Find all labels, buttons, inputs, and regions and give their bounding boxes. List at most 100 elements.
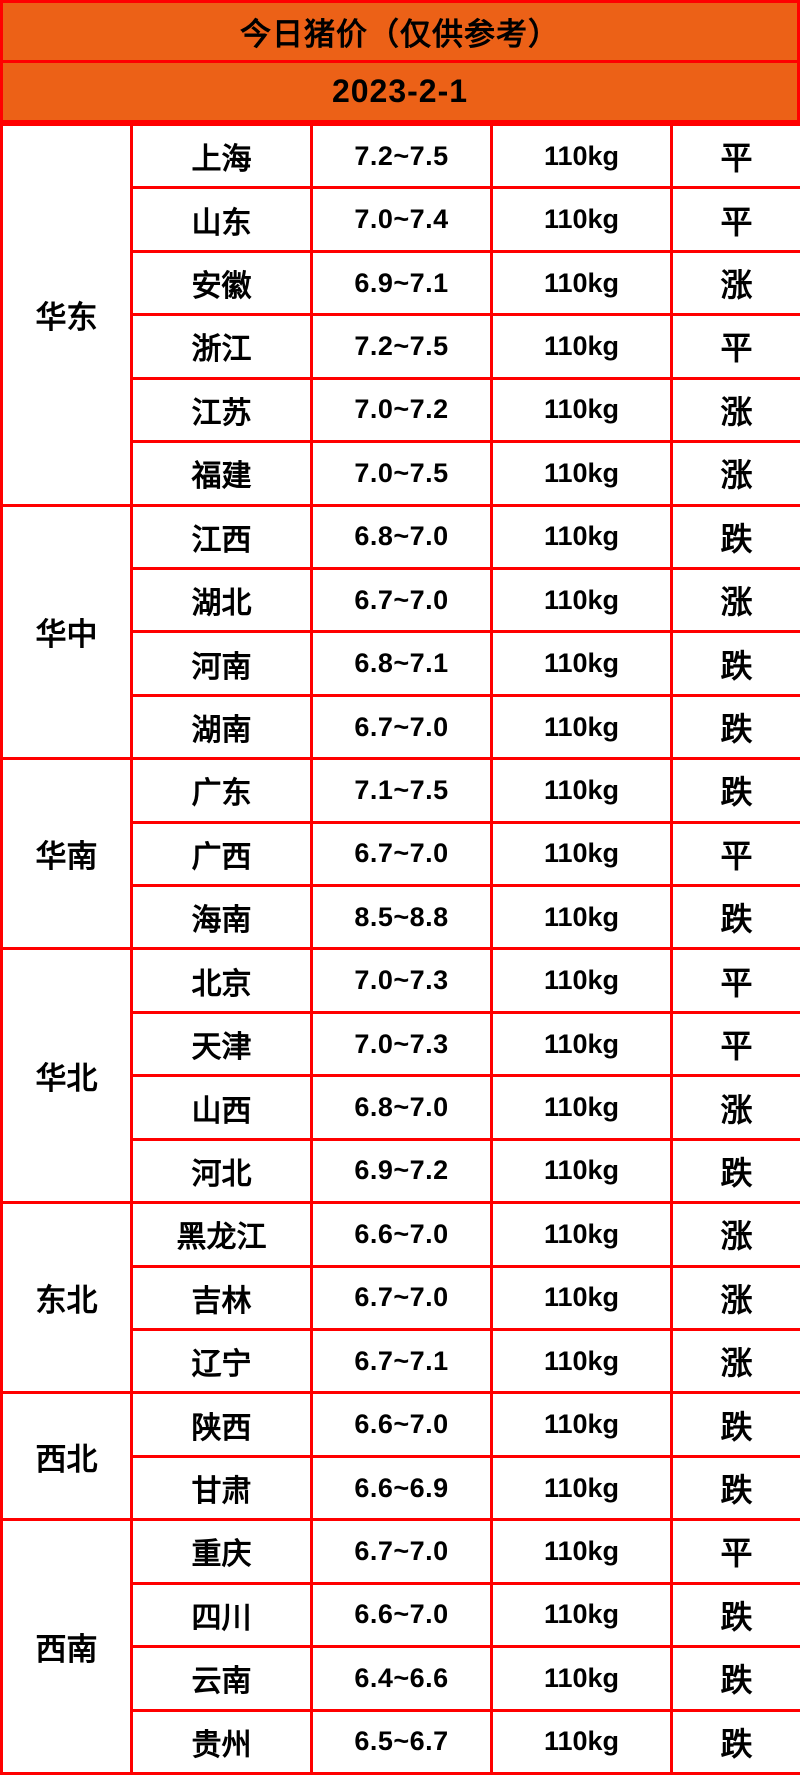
trend-cell: 跌	[670, 1454, 800, 1522]
table-row: 华北 北京 7.0~7.3 110kg 平	[0, 947, 800, 1205]
province-cell: 山东	[130, 186, 313, 253]
province-cell: 浙江	[130, 313, 313, 380]
table-row: 天津 7.0~7.3 110kg 平	[2, 1010, 800, 1078]
price-cell: 6.8~7.0	[310, 503, 493, 570]
province-cell: 河北	[130, 1137, 313, 1205]
table-row: 华南 广东 7.1~7.5 110kg 跌	[0, 757, 800, 951]
trend-cell: 平	[670, 1010, 800, 1078]
table-row: 吉林 6.7~7.0 110kg 涨	[2, 1264, 800, 1332]
trend-cell: 涨	[670, 249, 800, 317]
province-cell: 吉林	[130, 1264, 313, 1332]
price-cell: 6.6~7.0	[310, 1581, 493, 1649]
trend-cell: 涨	[670, 376, 800, 444]
table-row: 西南 重庆 6.7~7.0 110kg 平	[0, 1518, 800, 1775]
weight-cell: 110kg	[490, 630, 673, 697]
trend-cell: 涨	[670, 1264, 800, 1332]
price-cell: 6.7~7.0	[310, 1518, 493, 1585]
province-cell: 福建	[130, 440, 313, 507]
region-cell: 华南	[0, 757, 133, 951]
province-cell: 湖南	[130, 693, 313, 761]
trend-cell: 跌	[670, 503, 800, 570]
weight-cell: 110kg	[490, 249, 673, 317]
table-row: 江苏 7.0~7.2 110kg 涨	[2, 376, 800, 444]
weight-cell: 110kg	[490, 1454, 673, 1522]
price-cell: 6.9~7.1	[310, 249, 493, 317]
trend-cell: 平	[670, 186, 800, 253]
table-row: 湖北 6.7~7.0 110kg 涨	[2, 566, 800, 634]
region-cell: 华东	[0, 123, 133, 507]
price-cell: 7.0~7.3	[310, 1010, 493, 1078]
weight-cell: 110kg	[490, 1328, 673, 1395]
table-row: 河北 6.9~7.2 110kg 跌	[2, 1137, 800, 1205]
weight-cell: 110kg	[490, 1518, 673, 1585]
trend-cell: 平	[670, 1518, 800, 1585]
price-cell: 6.7~7.0	[310, 820, 493, 888]
province-cell: 陕西	[130, 1391, 313, 1458]
province-cell: 安徽	[130, 249, 313, 317]
weight-cell: 110kg	[490, 1201, 673, 1268]
table-row: 福建 7.0~7.5 110kg 涨	[2, 440, 800, 507]
price-cell: 6.6~7.0	[310, 1391, 493, 1458]
price-cell: 7.2~7.5	[310, 313, 493, 380]
weight-cell: 110kg	[490, 376, 673, 444]
weight-cell: 110kg	[490, 947, 673, 1014]
weight-cell: 110kg	[490, 757, 673, 824]
price-table-body: 华东 上海 7.2~7.5 110kg 平 山东 7.0~7.4 110kg 平 …	[0, 122, 800, 1775]
province-cell: 四川	[130, 1581, 313, 1649]
page-title: 今日猪价（仅供参考）	[0, 0, 800, 63]
price-cell: 6.7~7.0	[310, 1264, 493, 1332]
weight-cell: 110kg	[490, 503, 673, 570]
table-row: 山东 7.0~7.4 110kg 平	[2, 186, 800, 253]
weight-cell: 110kg	[490, 820, 673, 888]
trend-cell: 跌	[670, 1581, 800, 1649]
weight-cell: 110kg	[490, 884, 673, 951]
weight-cell: 110kg	[490, 313, 673, 380]
price-cell: 6.5~6.7	[310, 1708, 493, 1775]
table-row: 华中 江西 6.8~7.0 110kg 跌	[0, 503, 800, 761]
trend-cell: 平	[670, 947, 800, 1014]
province-cell: 辽宁	[130, 1328, 313, 1395]
trend-cell: 跌	[670, 1137, 800, 1205]
weight-cell: 110kg	[490, 186, 673, 253]
region-cell: 华中	[0, 503, 133, 761]
price-table: 华东 上海 7.2~7.5 110kg 平 山东 7.0~7.4 110kg 平 …	[0, 122, 800, 1775]
price-cell: 6.8~7.0	[310, 1074, 493, 1141]
trend-cell: 涨	[670, 566, 800, 634]
weight-cell: 110kg	[490, 693, 673, 761]
region-cell: 西北	[0, 1391, 133, 1522]
price-cell: 6.9~7.2	[310, 1137, 493, 1205]
trend-cell: 跌	[670, 884, 800, 951]
trend-cell: 平	[670, 820, 800, 888]
price-cell: 6.4~6.6	[310, 1645, 493, 1712]
province-cell: 湖北	[130, 566, 313, 634]
table-row: 云南 6.4~6.6 110kg 跌	[2, 1645, 800, 1712]
table-row: 四川 6.6~7.0 110kg 跌	[2, 1581, 800, 1649]
table-row: 广西 6.7~7.0 110kg 平	[2, 820, 800, 888]
price-cell: 6.6~6.9	[310, 1454, 493, 1522]
trend-cell: 跌	[670, 630, 800, 697]
table-row: 安徽 6.9~7.1 110kg 涨	[2, 249, 800, 317]
price-cell: 7.1~7.5	[310, 757, 493, 824]
price-cell: 7.0~7.5	[310, 440, 493, 507]
price-cell: 8.5~8.8	[310, 884, 493, 951]
weight-cell: 110kg	[490, 1264, 673, 1332]
province-cell: 北京	[130, 947, 313, 1014]
province-cell: 江西	[130, 503, 313, 570]
province-cell: 河南	[130, 630, 313, 697]
table-row: 西北 陕西 6.6~7.0 110kg 跌	[0, 1391, 800, 1522]
price-cell: 6.8~7.1	[310, 630, 493, 697]
trend-cell: 平	[670, 122, 800, 190]
trend-cell: 涨	[670, 1074, 800, 1141]
table-row: 东北 黑龙江 6.6~7.0 110kg 涨	[0, 1201, 800, 1395]
trend-cell: 跌	[670, 1708, 800, 1775]
table-row: 辽宁 6.7~7.1 110kg 涨	[2, 1328, 800, 1395]
weight-cell: 110kg	[490, 1581, 673, 1649]
price-cell: 7.0~7.2	[310, 376, 493, 444]
table-row: 海南 8.5~8.8 110kg 跌	[2, 884, 800, 951]
weight-cell: 110kg	[490, 1137, 673, 1205]
table-row: 华东 上海 7.2~7.5 110kg 平	[0, 122, 800, 507]
price-cell: 7.2~7.5	[310, 122, 493, 190]
price-cell: 7.0~7.4	[310, 186, 493, 253]
weight-cell: 110kg	[490, 566, 673, 634]
